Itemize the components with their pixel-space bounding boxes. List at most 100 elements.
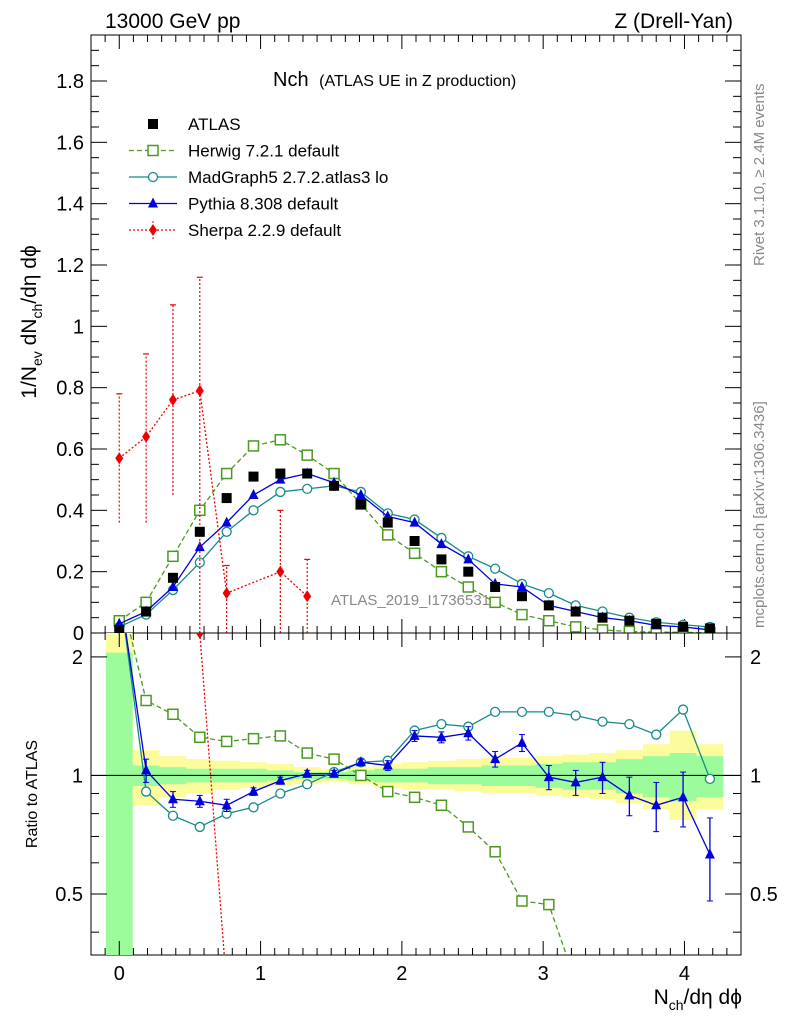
ratio-madgraph-point: [516, 706, 528, 718]
ratio-madgraph-point: [248, 802, 259, 813]
ratio-pythia-point: [194, 795, 205, 806]
legend-entry-herwig: Herwig 7.2.1 default: [129, 142, 339, 161]
legend-entry-madgraph: MadGraph5 2.7.2.atlas3 lo: [129, 168, 388, 187]
atlas-point: [302, 468, 313, 479]
atlas-point: [678, 621, 689, 632]
atlas-point: [436, 554, 447, 565]
ratio-herwig-point: [140, 694, 152, 707]
legend-label-madgraph: MadGraph5 2.7.2.atlas3 lo: [188, 168, 388, 187]
ratio-madgraph-point: [436, 718, 447, 730]
herwig-point: [489, 596, 501, 609]
ratio-madgraph-point: [275, 788, 286, 799]
herwig-point: [247, 440, 260, 452]
sherpa-series: [115, 276, 312, 633]
madgraph-point: [302, 483, 313, 495]
ratio-pythia-point: [248, 785, 259, 796]
ratio-pythia-point: [275, 774, 286, 785]
ratio-madgraph-point: [167, 810, 179, 821]
sherpa-point: [195, 384, 204, 397]
pythia-point: [516, 581, 527, 591]
main-y-tick-label: 0.4: [56, 500, 84, 522]
ratio-pythia-point: [382, 759, 393, 770]
main-y-tick-label: 1.2: [56, 255, 84, 277]
atlas-point: [597, 612, 608, 623]
sherpa-point: [276, 565, 285, 578]
ratio-madgraph-point: [302, 779, 313, 790]
legend-marker-pythia: [148, 197, 158, 208]
main-y-axis-label: 1/Nev dNch/dη dϕ: [18, 245, 45, 398]
legend-entry-pythia: Pythia 8.308 default: [129, 195, 339, 214]
legend-label-sherpa: Sherpa 2.2.9 default: [188, 221, 341, 240]
atlas-point: [463, 566, 474, 577]
atlas-point: [221, 493, 232, 504]
x-tick-label: 2: [396, 963, 407, 985]
ratio-madgraph-point: [597, 716, 608, 727]
herwig-point: [516, 608, 528, 621]
ratio-madgraph-point: [194, 821, 205, 833]
analysis-watermark: ATLAS_2019_I1736531: [331, 592, 490, 609]
ratio-pythia-series: [125, 633, 715, 902]
herwig-point: [274, 434, 287, 446]
main-y-tick-labels: 0 0.2 0.4 0.6 0.8 1 1.2 1.4 1.6 1.8: [56, 71, 84, 645]
x-tick-label: 1: [255, 963, 266, 985]
ratio-madgraph-point: [489, 706, 501, 718]
main-axis-ticks: [90, 34, 742, 634]
ratio-madgraph-point: [704, 773, 716, 785]
ratio-y-tick-label-right: 0.5: [750, 884, 778, 906]
ratio-herwig-point: [408, 791, 421, 804]
herwig-point: [462, 581, 475, 593]
main-series: [113, 276, 716, 633]
atlas-point: [516, 591, 527, 602]
atlas-point: [704, 623, 715, 633]
ratio-band-outer: [105, 633, 724, 955]
main-y-tick-label: 1: [73, 316, 84, 338]
atlas-point: [355, 499, 366, 510]
sherpa-point: [168, 393, 177, 406]
x-tick-labels: 0 1 2 3 4: [114, 963, 690, 985]
pythia-point: [436, 538, 447, 549]
ratio-madgraph-point: [570, 710, 581, 721]
ratio-madgraph-point: [677, 704, 689, 715]
ratio-sherpa-series: [195, 633, 225, 955]
pythia-point: [221, 516, 232, 527]
ratio-pythia-point: [167, 793, 178, 804]
ratio-y-tick-label-right: 1: [750, 765, 761, 787]
ratio-herwig-point: [543, 898, 555, 911]
legend-marker-sherpa: [149, 224, 157, 236]
ratio-pythia-point: [651, 799, 662, 810]
ratio-pythia-point: [704, 848, 715, 859]
ratio-madgraph-point: [140, 786, 152, 797]
ratio-pythia-point: [624, 789, 635, 800]
ratio-herwig-point: [194, 731, 206, 744]
ratio-y-tick-label: 2: [72, 647, 83, 669]
madgraph-point: [248, 505, 259, 516]
atlas-point: [651, 618, 662, 629]
sherpa-point: [115, 452, 124, 465]
ratio-pythia-point: [436, 731, 447, 742]
ratio-sherpa-line: [199, 633, 225, 955]
legend: ATLAS Herwig 7.2.1 default MadGraph5 2.7.2…: [129, 115, 388, 240]
madgraph-point: [221, 526, 232, 537]
herwig-point: [381, 529, 394, 541]
ratio-sherpa-point: [195, 633, 204, 639]
ratio-pythia-point: [302, 767, 313, 778]
ratio-pythia-point: [409, 729, 420, 740]
ratio-herwig-point: [489, 846, 501, 858]
x-axis-label: Nch/dη dϕ: [654, 986, 742, 1013]
atlas-point: [167, 572, 178, 583]
ratio-herwig-point: [274, 730, 287, 742]
main-y-tick-label: 0.8: [56, 378, 84, 400]
rivet-version-label: Rivet 3.1.10, ≥ 2.4M events: [751, 84, 768, 267]
ratio-y-tick-labels-right: 0.5 1 2: [750, 647, 778, 906]
atlas-point: [329, 480, 340, 491]
pythia-point: [248, 489, 259, 499]
ratio-pythia-point: [597, 771, 608, 782]
ratio-pythia-point: [570, 776, 581, 787]
ratio-pythia-point: [543, 771, 554, 782]
herwig-point: [569, 621, 582, 633]
herwig-point: [301, 449, 313, 461]
pythia-point: [167, 581, 178, 591]
atlas-point: [382, 517, 393, 528]
x-tick-label: 0: [114, 963, 125, 985]
